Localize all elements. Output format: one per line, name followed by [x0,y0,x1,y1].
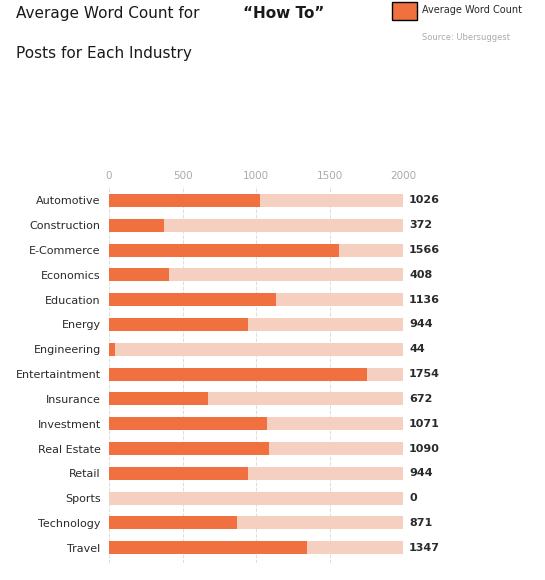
Bar [109,293,276,306]
Text: 672: 672 [409,394,433,404]
Text: 871: 871 [409,518,432,528]
Bar [109,318,403,331]
Bar [109,467,403,480]
Text: 1136: 1136 [409,295,440,304]
Text: 1754: 1754 [409,369,440,379]
Bar [109,442,403,455]
Bar [109,318,248,331]
Text: 944: 944 [409,468,433,478]
Bar [109,516,237,530]
Text: 44: 44 [409,345,425,354]
Bar [109,269,169,281]
Bar [109,516,403,530]
Bar [109,219,403,232]
Bar [109,393,208,405]
Text: Average Word Count: Average Word Count [422,5,522,16]
Text: 1090: 1090 [409,444,440,454]
Text: 1347: 1347 [409,543,440,553]
Bar [109,343,116,356]
Bar [109,393,403,405]
Text: 372: 372 [409,220,432,230]
Bar [109,244,340,256]
Bar [109,442,269,455]
Text: Source: Ubersuggest: Source: Ubersuggest [422,33,510,42]
Text: 1566: 1566 [409,245,440,255]
Bar [109,194,260,207]
Bar [109,194,403,207]
Text: 944: 944 [409,320,433,329]
Text: Average Word Count for: Average Word Count for [16,6,205,21]
Text: 0: 0 [409,493,417,503]
Bar [109,244,403,256]
Text: “How To”: “How To” [243,6,324,21]
Bar [109,269,403,281]
Bar [109,368,367,380]
Bar [109,293,403,306]
Bar [109,417,267,430]
Bar [109,417,403,430]
Bar [109,541,307,554]
Text: 1071: 1071 [409,419,440,429]
Bar [109,541,403,554]
Bar [109,467,248,480]
Text: 1026: 1026 [409,195,440,205]
Bar [109,343,403,356]
Text: Posts for Each Industry: Posts for Each Industry [16,46,192,61]
Bar [109,368,403,380]
Bar [109,219,164,232]
Text: 408: 408 [409,270,432,280]
Bar [109,492,403,505]
